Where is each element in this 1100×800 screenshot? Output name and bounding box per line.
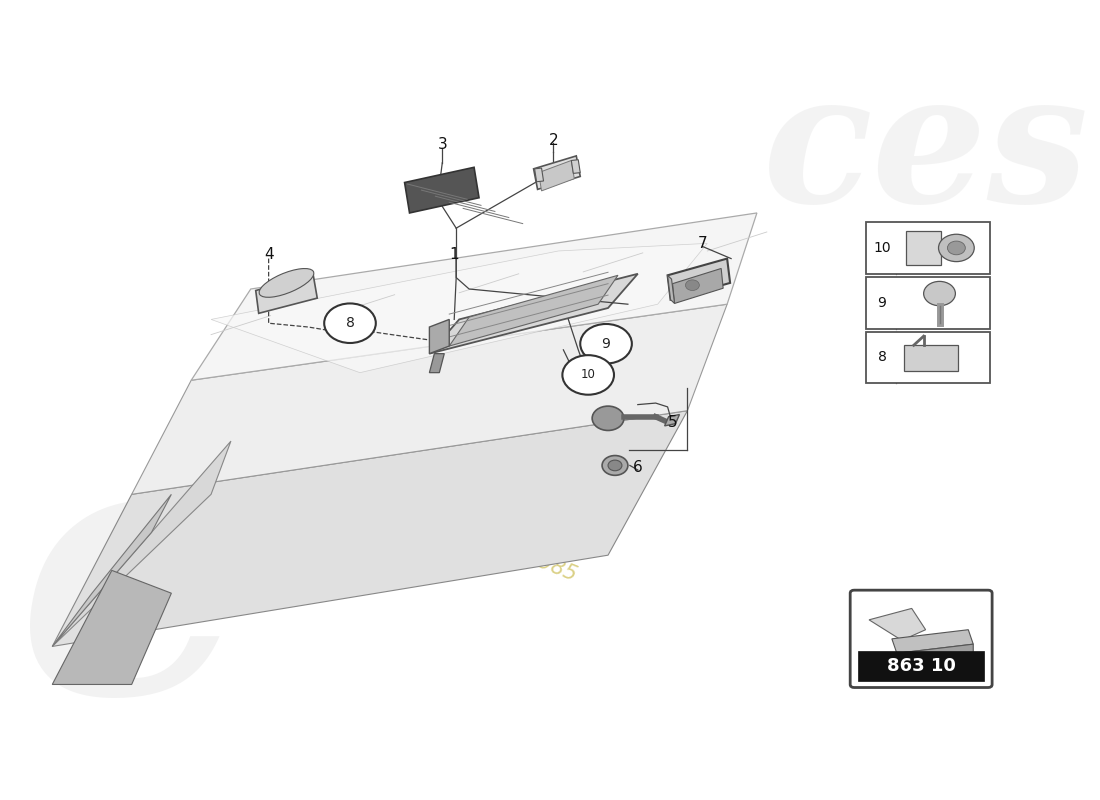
Text: 3: 3 bbox=[438, 137, 448, 152]
Polygon shape bbox=[53, 570, 172, 685]
Polygon shape bbox=[255, 275, 317, 314]
Circle shape bbox=[608, 460, 622, 470]
Polygon shape bbox=[132, 304, 727, 494]
Text: e: e bbox=[16, 418, 246, 768]
Text: 10: 10 bbox=[581, 369, 595, 382]
Polygon shape bbox=[53, 441, 231, 646]
Polygon shape bbox=[534, 156, 580, 190]
Polygon shape bbox=[672, 269, 723, 303]
Circle shape bbox=[938, 234, 975, 262]
Polygon shape bbox=[405, 167, 478, 213]
Circle shape bbox=[924, 282, 956, 306]
Polygon shape bbox=[211, 243, 707, 373]
Polygon shape bbox=[668, 275, 674, 303]
Polygon shape bbox=[429, 319, 449, 354]
Polygon shape bbox=[539, 161, 574, 191]
Text: 10: 10 bbox=[873, 241, 891, 255]
Polygon shape bbox=[429, 354, 444, 373]
Text: 6: 6 bbox=[632, 460, 642, 475]
Text: a passion for parts since 1985: a passion for parts since 1985 bbox=[279, 449, 580, 586]
Text: 9: 9 bbox=[878, 296, 887, 310]
Bar bbox=[866, 222, 990, 274]
Polygon shape bbox=[664, 414, 680, 426]
Bar bbox=[905, 231, 940, 265]
Polygon shape bbox=[896, 644, 974, 665]
Polygon shape bbox=[869, 609, 925, 640]
Polygon shape bbox=[571, 160, 580, 174]
Polygon shape bbox=[429, 274, 638, 354]
FancyBboxPatch shape bbox=[850, 590, 992, 687]
Bar bbox=[858, 651, 984, 682]
Bar bbox=[904, 346, 958, 371]
Circle shape bbox=[947, 241, 966, 254]
Polygon shape bbox=[53, 410, 687, 646]
Text: ces: ces bbox=[762, 64, 1089, 240]
Text: 8: 8 bbox=[878, 350, 887, 365]
Polygon shape bbox=[449, 275, 618, 346]
Text: 4: 4 bbox=[264, 247, 274, 262]
Polygon shape bbox=[53, 494, 172, 646]
Circle shape bbox=[562, 355, 614, 394]
Circle shape bbox=[324, 303, 376, 343]
Polygon shape bbox=[668, 258, 730, 300]
Ellipse shape bbox=[260, 269, 313, 298]
Text: 9: 9 bbox=[602, 337, 610, 350]
Circle shape bbox=[592, 406, 624, 430]
Text: 1: 1 bbox=[450, 247, 459, 262]
Circle shape bbox=[602, 455, 628, 475]
Text: 2: 2 bbox=[549, 133, 559, 148]
Polygon shape bbox=[191, 213, 757, 380]
Bar bbox=[866, 331, 990, 383]
Text: 7: 7 bbox=[697, 236, 707, 251]
Text: 8: 8 bbox=[345, 316, 354, 330]
Polygon shape bbox=[892, 630, 974, 654]
Circle shape bbox=[580, 324, 631, 363]
Circle shape bbox=[685, 280, 700, 290]
Polygon shape bbox=[535, 168, 543, 182]
Bar bbox=[866, 277, 990, 329]
Text: 863 10: 863 10 bbox=[887, 658, 956, 675]
Text: 5: 5 bbox=[668, 414, 678, 430]
